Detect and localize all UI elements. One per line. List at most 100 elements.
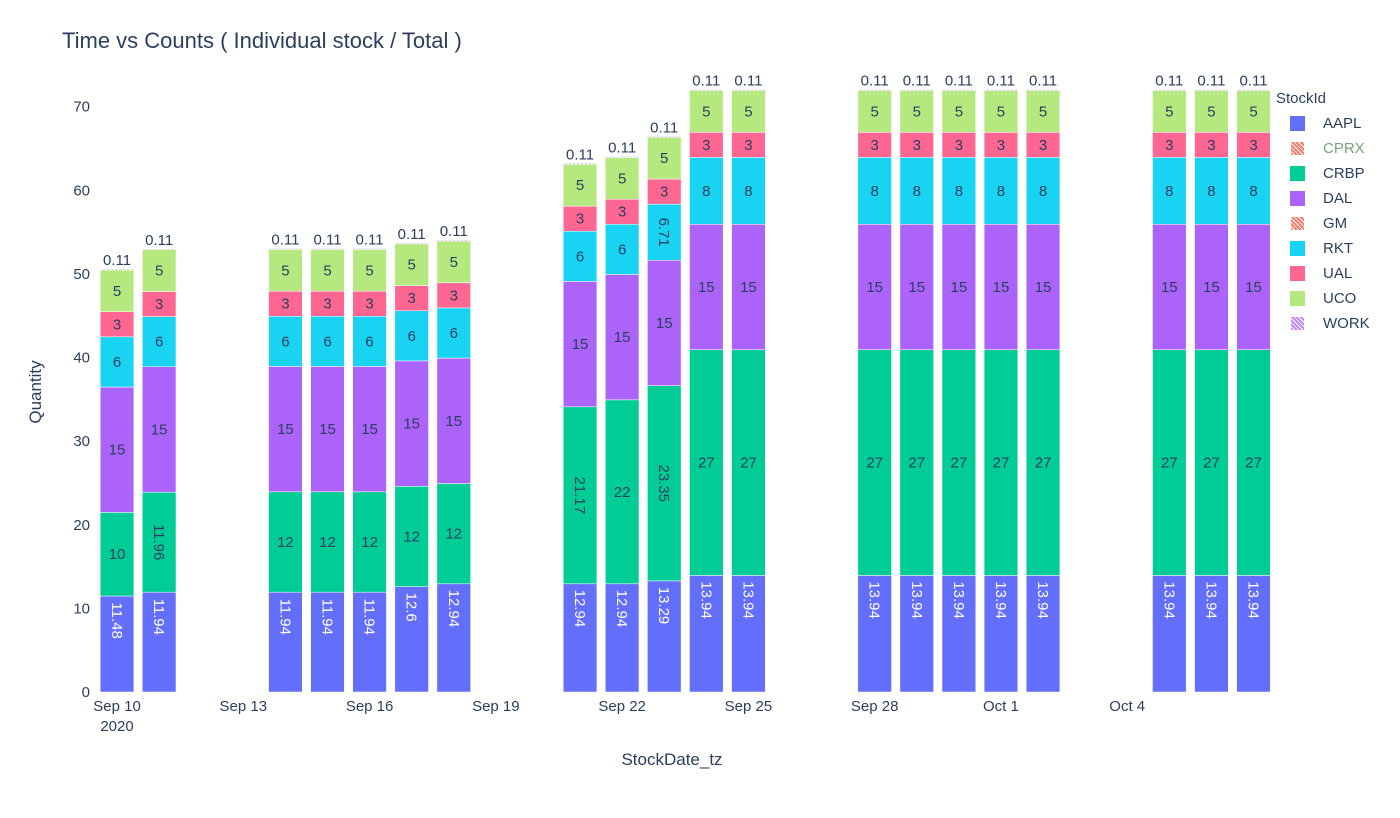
bar-dal — [1025, 224, 1061, 350]
data-label-work: 0.11 — [103, 252, 131, 269]
bar-uco — [99, 269, 135, 312]
bar-rkt — [562, 230, 598, 282]
bar-rkt — [436, 307, 471, 359]
data-label-aapl: 11.94 — [319, 599, 336, 635]
bar-work — [142, 248, 177, 250]
data-label-crbp: 10 — [109, 546, 126, 563]
bar-aapl — [1152, 575, 1187, 693]
data-label-aapl: 11.94 — [150, 599, 167, 635]
data-label-crbp: 27 — [1035, 455, 1052, 472]
data-label-rkt: 8 — [1165, 183, 1173, 200]
bar-work — [857, 89, 892, 91]
data-label-ual: 3 — [450, 287, 458, 304]
bar-ual — [605, 198, 640, 225]
data-label-dal: 15 — [740, 279, 757, 296]
data-label-uco: 5 — [744, 103, 752, 120]
bar-aapl — [1194, 575, 1229, 693]
data-label-work: 0.11 — [987, 73, 1015, 90]
legend-label: CRBP — [1323, 165, 1365, 182]
data-label-rkt: 6 — [618, 241, 626, 258]
bar-ual — [1152, 132, 1187, 158]
bar-dal — [731, 224, 766, 350]
bar-ual — [1025, 132, 1061, 158]
data-label-uco: 5 — [997, 103, 1005, 120]
data-label-crbp: 23.35 — [655, 464, 672, 502]
legend-title: StockId — [1276, 90, 1327, 107]
data-label-crbp: 11.96 — [150, 524, 167, 560]
data-label-work: 0.11 — [313, 231, 341, 248]
legend-label: RKT — [1323, 240, 1353, 257]
legend-item-rkt[interactable]: RKT — [1276, 236, 1370, 261]
bar-ual — [436, 282, 471, 309]
data-label-aapl: 13.94 — [950, 581, 967, 619]
bar-rkt — [857, 157, 892, 225]
data-label-rkt: 6 — [576, 248, 584, 265]
bar-work — [689, 89, 724, 91]
legend-item-gm[interactable]: GM — [1276, 211, 1370, 236]
data-label-crbp: 27 — [698, 455, 715, 472]
data-label-crbp: 12 — [277, 534, 294, 551]
bar-crbp — [562, 406, 598, 585]
bar-rkt — [394, 310, 429, 362]
bar-ual — [268, 290, 303, 317]
bar-rkt — [1025, 157, 1061, 225]
bar-uco — [983, 90, 1019, 133]
y-tick-label: 0 — [82, 684, 90, 701]
data-label-work: 0.11 — [692, 73, 720, 90]
data-label-ual: 3 — [155, 296, 163, 313]
data-label-rkt: 8 — [744, 183, 752, 200]
bar-crbp — [394, 486, 429, 587]
bar-work — [899, 89, 934, 91]
data-label-dal: 15 — [403, 416, 420, 433]
legend-swatch — [1290, 291, 1305, 306]
data-label-uco: 5 — [1207, 103, 1215, 120]
legend-item-uco[interactable]: UCO — [1276, 286, 1370, 311]
y-axis-title: Quantity — [26, 360, 45, 424]
data-label-ual: 3 — [618, 204, 626, 221]
bar-dal — [857, 224, 892, 350]
data-label-rkt: 8 — [1249, 183, 1257, 200]
data-label-crbp: 27 — [740, 455, 757, 472]
bar-dal — [941, 224, 976, 350]
data-label-aapl: 12.6 — [403, 593, 420, 622]
data-label-uco: 5 — [1249, 103, 1257, 120]
bar-uco — [1194, 90, 1229, 133]
bar-crbp — [436, 483, 471, 585]
legend-item-work[interactable]: WORK — [1276, 311, 1370, 336]
data-label-rkt: 8 — [955, 183, 963, 200]
data-label-uco: 5 — [913, 103, 921, 120]
legend-item-cprx[interactable]: CPRX — [1276, 136, 1370, 161]
bar-work — [1236, 89, 1271, 91]
data-label-dal: 15 — [993, 279, 1010, 296]
data-label-crbp: 12 — [319, 534, 336, 551]
y-tick-label: 50 — [73, 266, 90, 283]
data-label-ual: 3 — [323, 296, 331, 313]
data-label-ual: 3 — [871, 137, 879, 154]
legend-label: WORK — [1323, 315, 1370, 332]
x-tick-label: Oct 1 — [983, 698, 1019, 715]
data-label-dal: 15 — [614, 329, 631, 346]
data-label-aapl: 13.94 — [908, 581, 925, 619]
data-label-rkt: 8 — [1039, 183, 1047, 200]
data-label-crbp: 21.17 — [571, 477, 588, 515]
x-tick-label: Sep 19 — [472, 698, 520, 715]
data-label-work: 0.11 — [566, 146, 594, 163]
x-tick-label: Sep 16 — [346, 698, 394, 715]
legend-item-aapl[interactable]: AAPL — [1276, 111, 1370, 136]
legend-item-crbp[interactable]: CRBP — [1276, 161, 1370, 186]
bar-crbp — [731, 349, 766, 576]
data-label-ual: 3 — [1249, 137, 1257, 154]
data-label-uco: 5 — [365, 262, 373, 279]
data-label-rkt: 8 — [1207, 183, 1215, 200]
bar-rkt — [689, 157, 724, 225]
legend-item-ual[interactable]: UAL — [1276, 261, 1370, 286]
x-tick-label: Sep 13 — [220, 698, 268, 715]
bar-crbp — [1236, 349, 1271, 576]
bar-dal — [394, 360, 429, 487]
legend-item-dal[interactable]: DAL — [1276, 186, 1370, 211]
bar-ual — [941, 132, 976, 158]
data-label-aapl: 13.94 — [739, 581, 756, 619]
legend-swatch — [1290, 166, 1305, 181]
data-label-work: 0.11 — [145, 232, 173, 249]
data-label-crbp: 27 — [993, 455, 1010, 472]
